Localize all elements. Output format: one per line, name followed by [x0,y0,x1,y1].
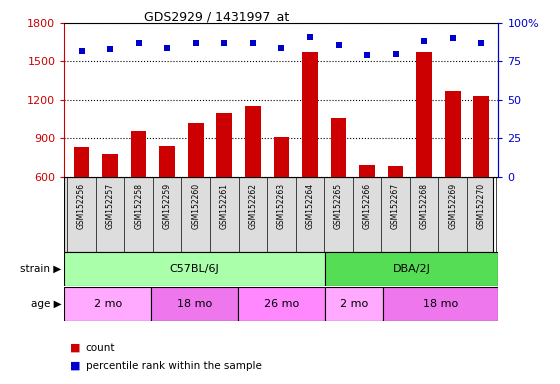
Bar [382,287,498,321]
Bar [273,137,290,253]
Point [277,45,286,51]
Text: age ▶: age ▶ [31,299,62,309]
Text: GSM152263: GSM152263 [277,183,286,229]
Point [305,34,314,40]
Text: GSM152268: GSM152268 [419,183,428,228]
Text: GSM152264: GSM152264 [305,183,315,229]
Text: GSM152267: GSM152267 [391,183,400,229]
Point [192,40,200,46]
Text: GSM152257: GSM152257 [106,183,115,229]
Text: ■: ■ [70,361,81,371]
Text: GSM152269: GSM152269 [448,183,457,229]
Bar [330,118,346,253]
Text: GSM152266: GSM152266 [362,183,371,229]
Text: C57BL/6J: C57BL/6J [170,264,220,274]
Bar [416,53,432,253]
Bar [473,96,489,253]
Text: GSM152262: GSM152262 [248,183,258,228]
Text: 18 mo: 18 mo [177,299,212,309]
Bar [325,287,382,321]
Text: GDS2929 / 1431997_at: GDS2929 / 1431997_at [144,10,289,23]
Point [362,52,371,58]
Text: GSM152258: GSM152258 [134,183,143,228]
Point [477,40,486,46]
Text: 18 mo: 18 mo [423,299,458,309]
Text: GSM152265: GSM152265 [334,183,343,229]
Point [77,48,86,54]
Bar [245,106,261,253]
Point [163,45,172,51]
Point [334,41,343,48]
Point [391,51,400,57]
Text: ■: ■ [70,343,81,353]
Bar [102,154,118,253]
Text: GSM152261: GSM152261 [220,183,229,228]
Bar [302,53,318,253]
Point [106,46,115,52]
Bar [64,287,151,321]
Point [448,35,457,41]
Text: DBA/2J: DBA/2J [393,264,431,274]
Text: GSM152260: GSM152260 [192,183,200,229]
Bar [445,91,460,253]
Point [134,40,143,46]
Bar [388,166,403,253]
Bar [151,287,238,321]
Point [220,40,229,46]
Point [419,38,428,45]
Text: GSM152256: GSM152256 [77,183,86,229]
Bar [217,113,232,253]
Bar [131,131,147,253]
Bar [74,147,90,253]
Bar [188,123,204,253]
Bar [238,287,325,321]
Point [249,40,258,46]
Text: 26 mo: 26 mo [264,299,299,309]
Text: GSM152270: GSM152270 [477,183,486,229]
Text: 2 mo: 2 mo [94,299,122,309]
Text: 2 mo: 2 mo [339,299,368,309]
Text: GSM152259: GSM152259 [163,183,172,229]
Text: count: count [86,343,115,353]
Bar [325,252,498,286]
Text: strain ▶: strain ▶ [20,264,62,274]
Bar [160,146,175,253]
Bar [359,165,375,253]
Bar [64,252,325,286]
Text: percentile rank within the sample: percentile rank within the sample [86,361,262,371]
